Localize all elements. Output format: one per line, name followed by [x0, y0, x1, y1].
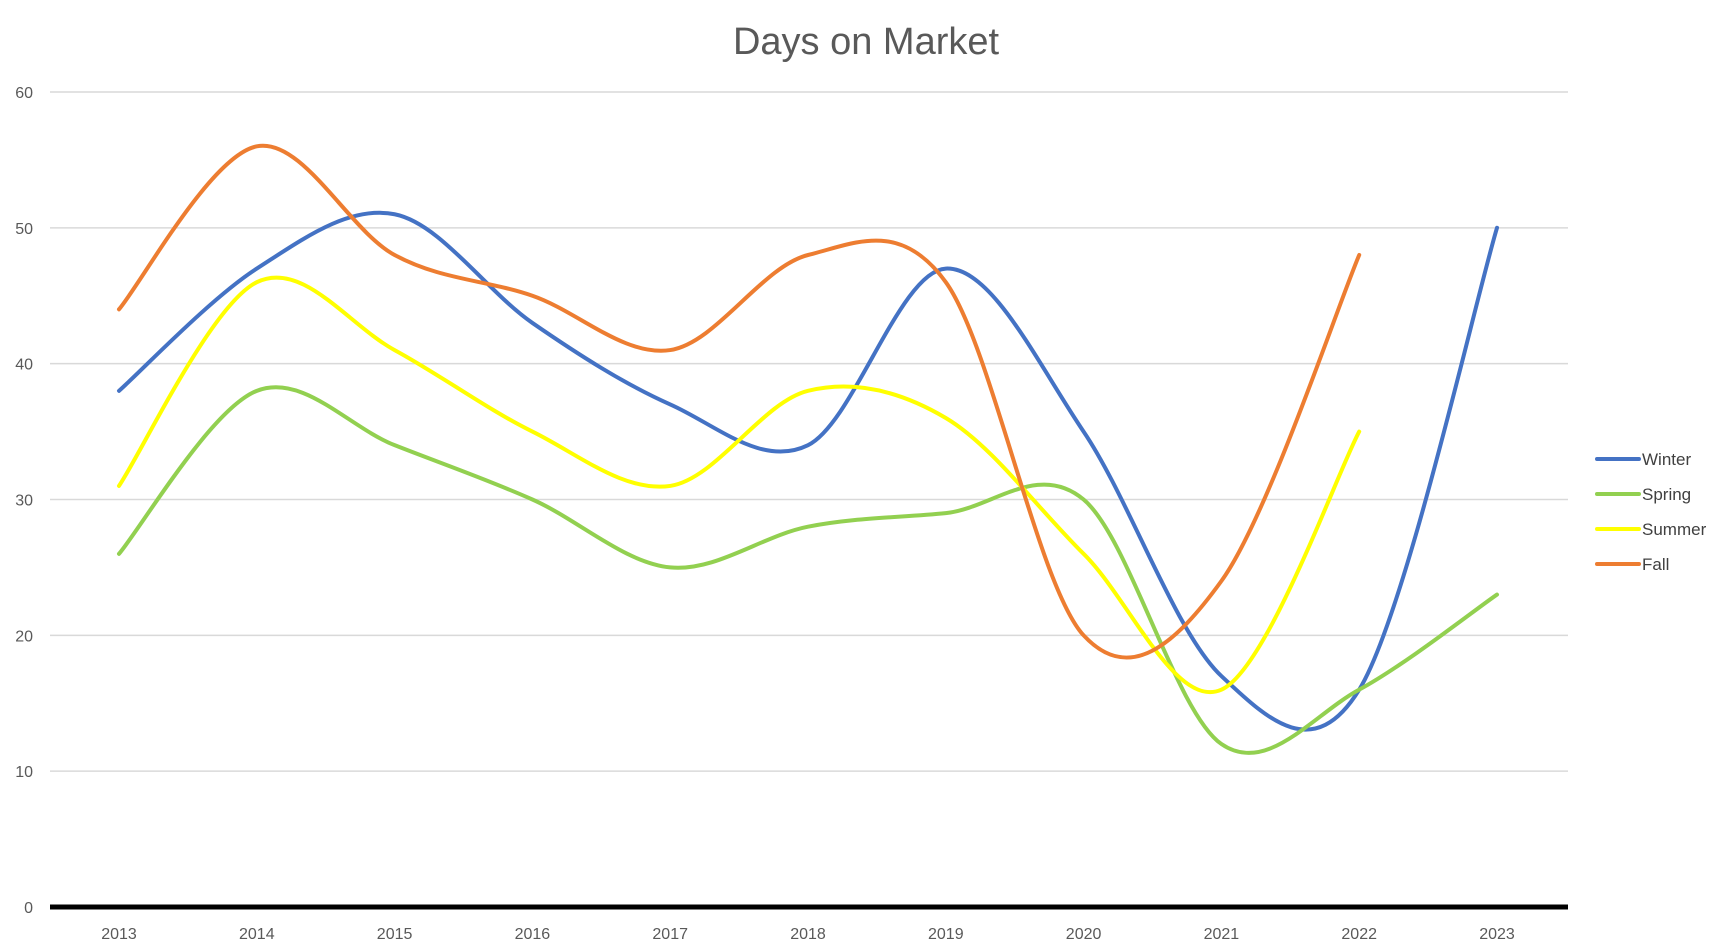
y-tick-label: 40 — [15, 357, 33, 374]
y-tick-label: 0 — [24, 900, 33, 917]
legend-label: Fall — [1642, 555, 1669, 574]
x-tick-label: 2015 — [377, 926, 413, 943]
y-tick-label: 60 — [15, 85, 33, 102]
y-tick-label: 20 — [15, 628, 33, 645]
x-tick-label: 2014 — [239, 926, 275, 943]
y-tick-label: 50 — [15, 221, 33, 238]
series-layer — [117, 143, 1499, 755]
legend-label: Summer — [1642, 520, 1707, 539]
series-line-spring — [117, 385, 1499, 755]
series-line-fall — [117, 143, 1362, 660]
x-tick-label: 2022 — [1341, 926, 1377, 943]
chart-title: Days on Market — [733, 21, 1000, 63]
x-tick-label: 2021 — [1204, 926, 1240, 943]
legend-label: Spring — [1642, 485, 1691, 504]
series-line-summer — [117, 275, 1362, 694]
y-tick-label: 30 — [15, 493, 33, 510]
legend-item-fall: Fall — [1595, 555, 1669, 574]
legend-item-summer: Summer — [1595, 520, 1707, 539]
series-line-winter — [117, 210, 1499, 732]
x-tick-label: 2017 — [652, 926, 688, 943]
y-tick-label: 10 — [15, 764, 33, 781]
legend-label: Winter — [1642, 450, 1691, 469]
x-tick-label: 2018 — [790, 926, 826, 943]
x-tick-label: 2023 — [1479, 926, 1515, 943]
x-axis: 2013 2014 2015 2016 2017 2018 2019 2020 2021 2022… — [101, 926, 1515, 943]
legend: Winter Spring Summer Fall — [1595, 450, 1707, 574]
x-tick-label: 2013 — [101, 926, 137, 943]
x-tick-label: 2016 — [515, 926, 551, 943]
grid-lines — [50, 91, 1568, 910]
x-tick-label: 2019 — [928, 926, 964, 943]
y-axis: 0 10 20 30 40 50 60 — [15, 85, 33, 917]
legend-item-winter: Winter — [1595, 450, 1691, 469]
x-tick-label: 2020 — [1066, 926, 1102, 943]
legend-item-spring: Spring — [1595, 485, 1691, 504]
